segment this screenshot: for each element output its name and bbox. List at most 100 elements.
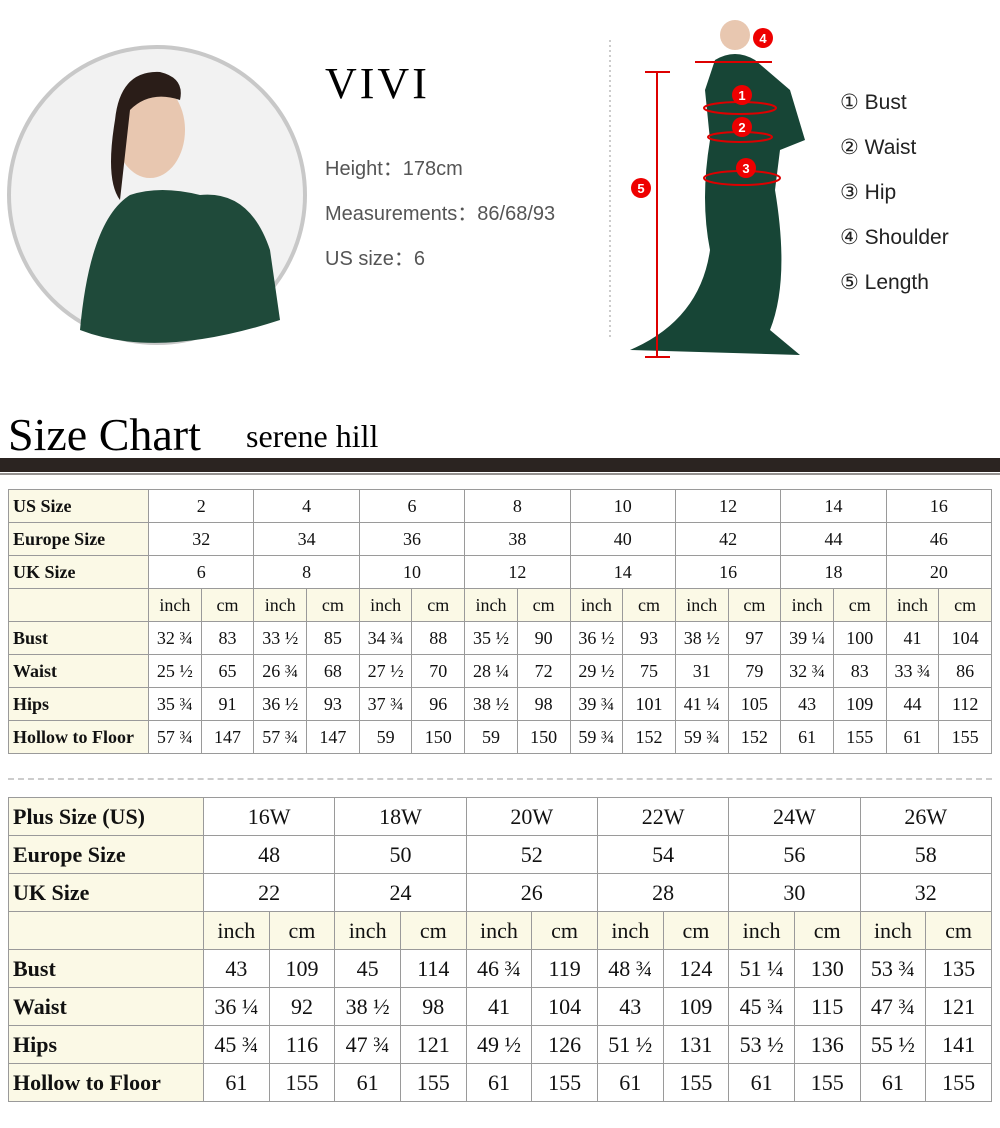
measure-cell: 112 — [938, 687, 992, 721]
measure-cell: 33 ¾ — [885, 654, 940, 688]
size-cell: 6 — [358, 489, 466, 523]
measure-cell: 83 — [832, 654, 887, 688]
measure-cell: 75 — [622, 654, 676, 688]
legend-marker: ④ — [840, 226, 859, 249]
measure-cell: 39 ¾ — [569, 687, 624, 721]
marker-dot — [631, 178, 651, 198]
separator — [8, 778, 992, 780]
size-cell: 48 — [202, 835, 336, 874]
measure-cell: 45 — [334, 949, 401, 988]
size-cell: 2 — [147, 489, 255, 523]
measure-cell: 61 — [859, 1063, 927, 1102]
unit-cell: inch — [780, 588, 834, 622]
size-cell: 18W — [334, 797, 467, 836]
size-cell: 16 — [674, 555, 782, 589]
measure-cell: 155 — [938, 720, 992, 754]
measure-cell: 104 — [531, 987, 598, 1026]
measure-cell: 68 — [306, 654, 360, 688]
measure-cell: 150 — [516, 720, 571, 754]
unit-cell: cm — [832, 588, 887, 622]
measure-cell: 59 ¾ — [569, 720, 624, 754]
size-cell: 24W — [728, 797, 861, 836]
unit-cell: cm — [306, 588, 360, 622]
measure-cell: 155 — [399, 1063, 467, 1102]
marker-dot — [753, 28, 773, 48]
unit-cell: inch — [885, 588, 940, 622]
measure-cell: 53 ¾ — [859, 949, 927, 988]
measure-cell: 90 — [516, 621, 571, 655]
legend-marker: ② — [840, 136, 859, 159]
measure-cell: 38 ½ — [334, 987, 401, 1026]
size-cell: 12 — [674, 489, 782, 523]
measure-cell: 37 ¾ — [358, 687, 413, 721]
unit-cell: cm — [516, 588, 571, 622]
legend-item: ⑤ Length — [840, 270, 929, 295]
marker-number: 4 — [759, 31, 767, 46]
measure-cell: 155 — [793, 1063, 861, 1102]
size-cell: 34 — [253, 522, 360, 556]
measure-cell: 121 — [925, 987, 992, 1026]
row-label: UK Size — [8, 555, 149, 589]
legend-marker: ① — [840, 91, 859, 114]
measure-cell: 155 — [925, 1063, 992, 1102]
measure-cell: 57 ¾ — [253, 720, 308, 754]
unit-cell: cm — [200, 588, 255, 622]
standard-size-table: US Size 2 4 6 8 10 12 14 16 Europe Size 32 34 36 38 40… — [8, 489, 993, 754]
unit-cell: cm — [268, 911, 336, 950]
plus-size-table: Plus Size (US) 16W 18W 20W 22W 24W 26W Europe S… — [8, 797, 993, 1102]
measure-cell: 141 — [925, 1025, 992, 1064]
size-cell: 24 — [334, 873, 467, 912]
measure-cell: 57 ¾ — [148, 720, 202, 754]
measure-cell: 45 ¾ — [728, 987, 795, 1026]
measure-cell: 33 ½ — [253, 621, 308, 655]
size-cell: 14 — [569, 555, 676, 589]
unit-cell: inch — [358, 588, 413, 622]
size-cell: 42 — [674, 522, 782, 556]
unit-cell: inch — [728, 911, 795, 950]
chart-title: Size Chart — [8, 409, 201, 460]
unit-cell: inch — [674, 588, 729, 622]
measure-cell: 109 — [268, 949, 336, 988]
measure-cell: 91 — [200, 687, 255, 721]
measure-cell: 45 ¾ — [203, 1025, 270, 1064]
legend-label: Length — [864, 271, 929, 294]
row-label: Waist — [8, 654, 149, 688]
size-cell: 6 — [147, 555, 255, 589]
row-label: UK Size — [8, 873, 204, 912]
measure-cell: 43 — [203, 949, 270, 988]
model-name: VIVI — [325, 59, 430, 108]
measure-cell: 100 — [832, 621, 887, 655]
measure-cell: 43 — [596, 987, 664, 1026]
legend-item: ① Bust — [840, 90, 907, 115]
unit-cell: inch — [464, 588, 518, 622]
measure-cell: 98 — [399, 987, 467, 1026]
measure-cell: 61 — [728, 1063, 795, 1102]
unit-row: inch cm inch cm inch cm inch cm inch cm inch cm — [8, 911, 992, 950]
model-info-line: Height：178cm — [325, 158, 463, 180]
row-label: Europe Size — [8, 522, 149, 556]
marker-group: 4 1 2 3 5 — [631, 28, 773, 198]
size-cell: 16W — [202, 797, 336, 836]
measure-cell: 147 — [200, 720, 255, 754]
measure-cell: 65 — [200, 654, 255, 688]
measure-cell: 97 — [727, 621, 782, 655]
unit-cell: cm — [925, 911, 992, 950]
unit-cell: cm — [662, 911, 730, 950]
measure-cell: 47 ¾ — [859, 987, 927, 1026]
measure-cell: 61 — [334, 1063, 401, 1102]
legend-label: Waist — [864, 136, 917, 159]
gown-face — [720, 20, 750, 50]
size-cell: 36 — [358, 522, 466, 556]
size-cell: 16 — [885, 489, 993, 523]
measure-cell: 55 ½ — [859, 1025, 927, 1064]
hair — [111, 71, 181, 200]
legend-item: ④ Shoulder — [840, 225, 949, 250]
measure-cell: 59 — [358, 720, 413, 754]
size-cell: 26W — [859, 797, 993, 836]
brand: serene hill — [246, 418, 379, 454]
measure-cell: 43 — [780, 687, 834, 721]
unit-cell: cm — [622, 588, 676, 622]
measure-row: Hollow to Floor 57 ¾ 147 57 ¾ 147 59 150 59 150 5… — [8, 720, 992, 754]
measure-cell: 101 — [622, 687, 676, 721]
